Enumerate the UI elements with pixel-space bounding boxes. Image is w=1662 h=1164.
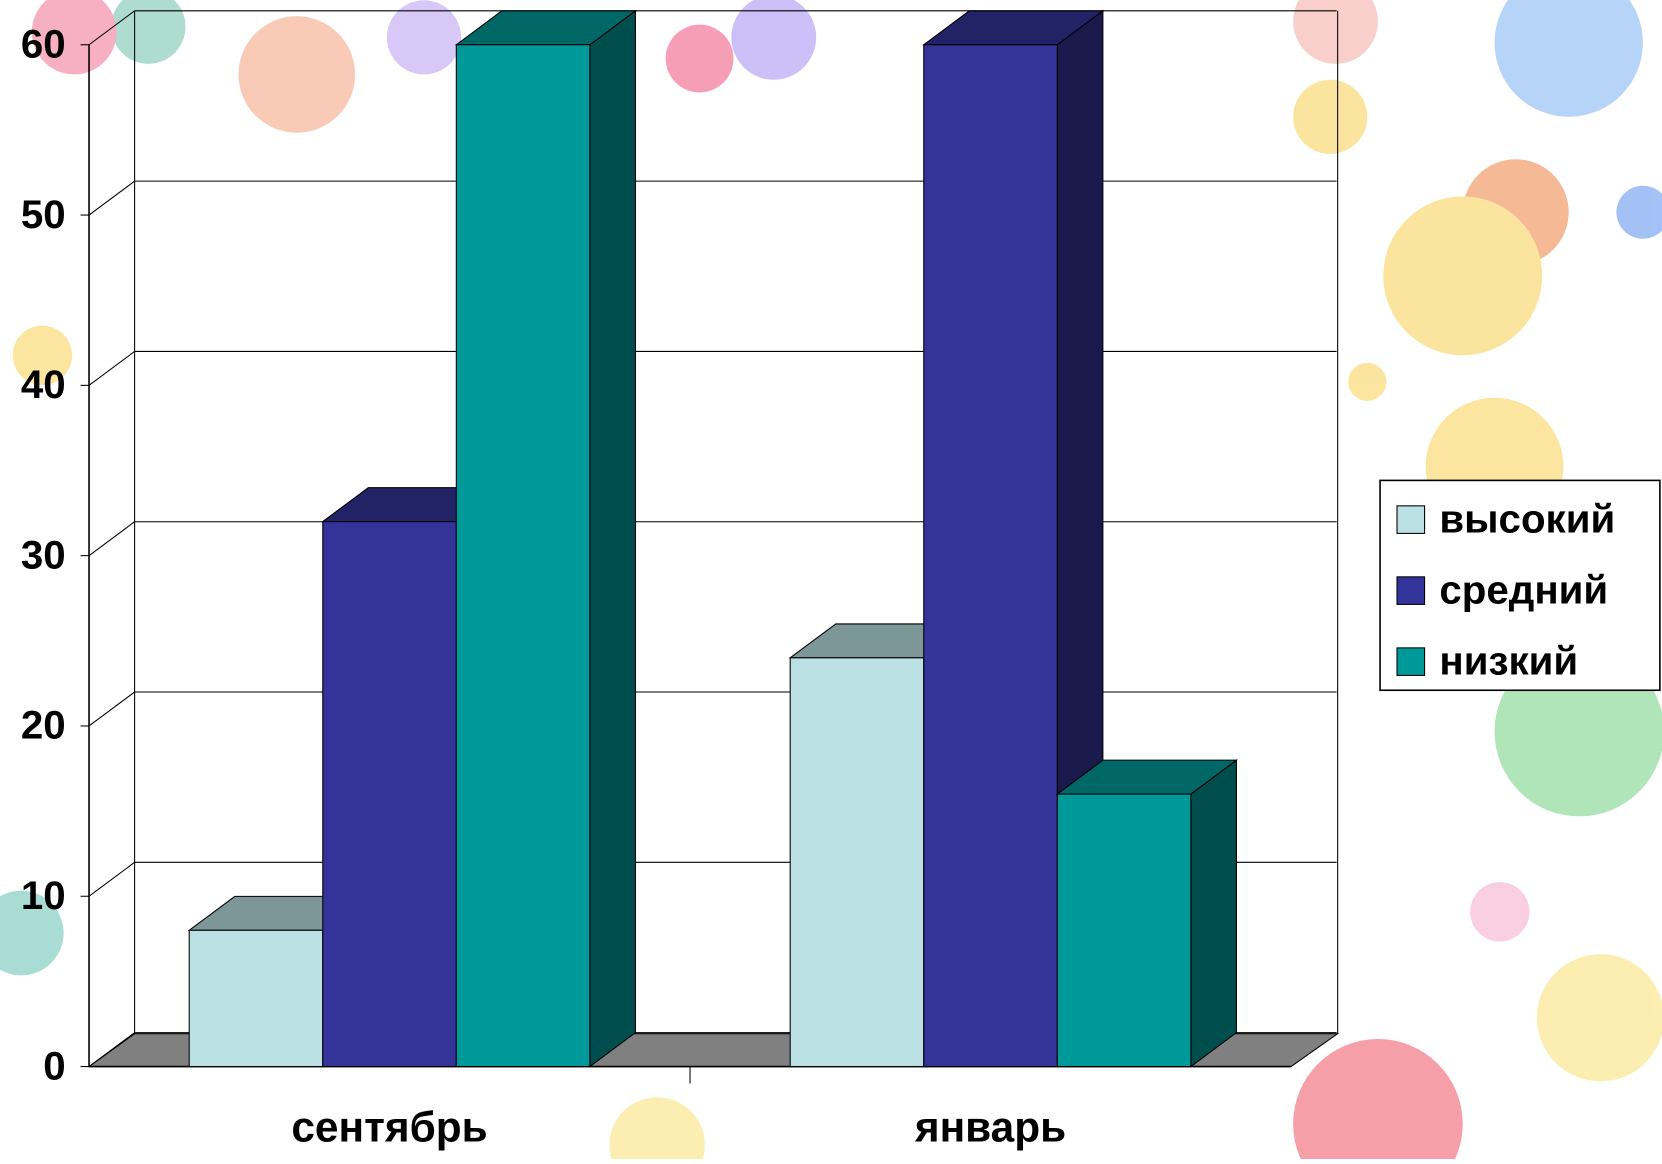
grid-line [88,10,135,46]
bar [454,9,638,1068]
y-tick-label: 50 [21,192,66,237]
bar-side [589,9,636,1068]
bar-front [1056,793,1192,1068]
bar-front [789,657,925,1068]
legend-box [1379,479,1661,692]
x-tick-label: сентябрь [291,1103,487,1150]
legend: высокий средний низкий [1396,496,1615,683]
grid-line [88,521,135,557]
grid-line [88,691,135,727]
bar-front [322,521,457,1068]
y-tick-label: 40 [21,362,66,407]
bars [187,9,1239,1068]
legend-swatch [1396,647,1426,676]
bar-front [923,44,1058,1068]
y-tick-label: 30 [21,532,66,577]
legend-swatch [1396,576,1426,605]
bar-side [1190,759,1237,1068]
bar-front [455,44,591,1068]
grid-line [88,351,135,386]
bar-front [188,929,324,1068]
x-tick-label: январь [914,1103,1066,1150]
legend-swatch [1396,505,1426,534]
grid-line [88,1032,135,1067]
grid-line [88,180,135,216]
grid-line [88,861,135,897]
bar [1055,759,1239,1068]
y-tick-label: 0 [43,1043,65,1088]
legend-label: низкий [1439,638,1578,683]
legend-label: высокий [1439,496,1615,541]
y-tick-label: 20 [21,703,66,748]
legend-label: средний [1439,567,1608,612]
y-tick-label: 60 [21,22,66,67]
y-tick-label: 10 [21,873,66,918]
bar [922,9,1105,1068]
